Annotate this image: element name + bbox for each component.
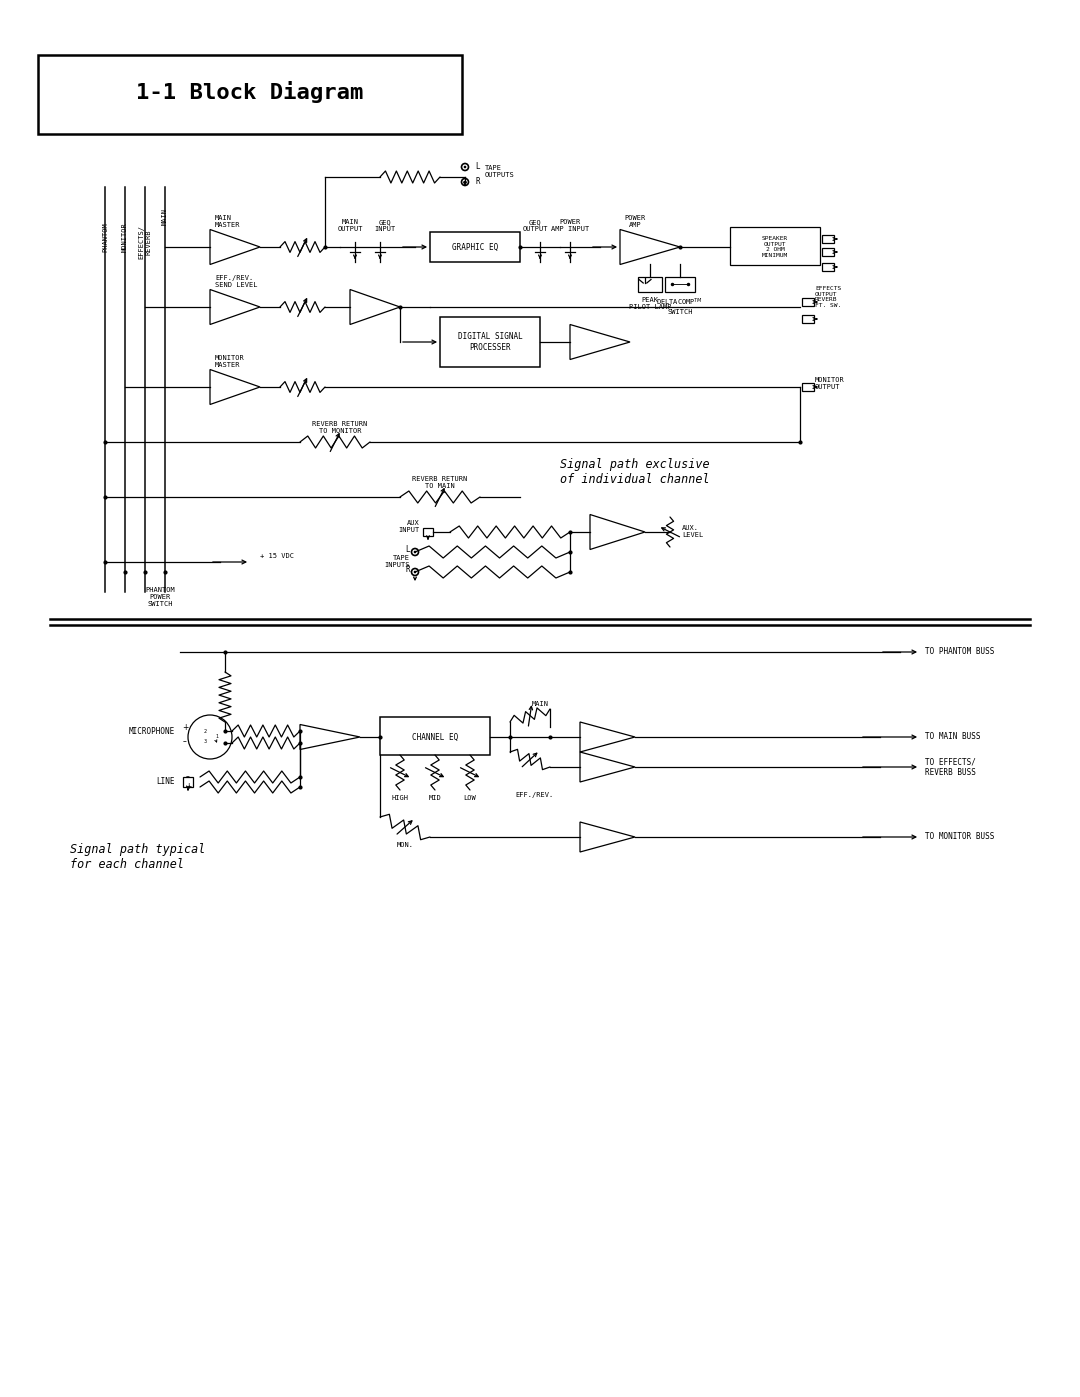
Text: REVERB RETURN
TO MONITOR: REVERB RETURN TO MONITOR: [312, 420, 367, 434]
Text: L: L: [405, 545, 410, 555]
Text: –: –: [186, 773, 190, 781]
Bar: [665, 277, 696, 292]
Text: MICROPHONE: MICROPHONE: [129, 728, 175, 736]
Text: + 15 VDC: + 15 VDC: [260, 553, 294, 559]
Circle shape: [414, 550, 416, 553]
Bar: [822, 249, 834, 256]
Circle shape: [411, 549, 419, 556]
Text: EFFECTS/
REVERB: EFFECTS/ REVERB: [138, 225, 151, 258]
Text: TO MAIN BUSS: TO MAIN BUSS: [924, 732, 981, 742]
Bar: [822, 263, 834, 271]
Text: 1: 1: [215, 735, 218, 739]
Text: +: +: [181, 724, 188, 732]
Text: R: R: [405, 566, 410, 574]
Text: TO MONITOR BUSS: TO MONITOR BUSS: [924, 833, 995, 841]
Text: HIGH: HIGH: [391, 795, 408, 800]
Circle shape: [461, 179, 469, 186]
Bar: [430, 232, 519, 263]
Text: L: L: [475, 162, 480, 172]
Text: Signal path exclusive
of individual channel: Signal path exclusive of individual chan…: [561, 458, 710, 486]
Bar: [802, 383, 814, 391]
Circle shape: [461, 163, 469, 170]
Text: REVERB RETURN
TO MAIN: REVERB RETURN TO MAIN: [413, 476, 468, 489]
Text: AUX.
LEVEL: AUX. LEVEL: [681, 525, 703, 538]
Text: Signal path typical
for each channel: Signal path typical for each channel: [70, 842, 205, 870]
Circle shape: [414, 570, 416, 573]
Bar: [440, 317, 540, 367]
Text: POWER
AMP INPUT: POWER AMP INPUT: [551, 219, 589, 232]
Text: LOW: LOW: [463, 795, 476, 800]
Bar: [822, 235, 834, 243]
Text: EFF./REV.
SEND LEVEL: EFF./REV. SEND LEVEL: [215, 275, 257, 288]
Circle shape: [463, 166, 467, 168]
Text: MAIN: MAIN: [531, 701, 549, 707]
Text: EFFECTS
OUTPUT
REVERB
FT. SW.: EFFECTS OUTPUT REVERB FT. SW.: [815, 286, 841, 307]
FancyBboxPatch shape: [38, 54, 462, 134]
Text: GEQ
INPUT: GEQ INPUT: [375, 219, 395, 232]
Text: MON.: MON.: [396, 842, 414, 848]
Text: TO PHANTOM BUSS: TO PHANTOM BUSS: [924, 647, 995, 657]
Text: DELTACOMP$^{TM}$
SWITCH: DELTACOMP$^{TM}$ SWITCH: [657, 298, 703, 316]
Bar: [730, 226, 820, 265]
Text: PHANTOM
POWER
SWITCH: PHANTOM POWER SWITCH: [145, 587, 175, 608]
Text: MAIN
MASTER: MAIN MASTER: [215, 215, 241, 228]
Bar: [802, 298, 814, 306]
Bar: [638, 277, 662, 292]
Text: MONITOR
OUTPUT: MONITOR OUTPUT: [815, 377, 845, 391]
Text: TO EFFECTS/
REVERB BUSS: TO EFFECTS/ REVERB BUSS: [924, 757, 976, 777]
Text: POWER
AMP: POWER AMP: [624, 215, 646, 228]
Bar: [183, 777, 193, 787]
Text: –: –: [184, 738, 187, 746]
Text: R: R: [475, 177, 480, 187]
Circle shape: [463, 180, 467, 183]
Bar: [802, 314, 814, 323]
Bar: [423, 528, 433, 536]
Text: GRAPHIC EQ: GRAPHIC EQ: [451, 243, 498, 251]
Text: MONITOR
MASTER: MONITOR MASTER: [215, 355, 245, 367]
Text: GEQ
OUTPUT: GEQ OUTPUT: [523, 219, 548, 232]
Text: PHANTOM: PHANTOM: [102, 222, 108, 251]
Text: CHANNEL EQ: CHANNEL EQ: [411, 732, 458, 742]
Text: TAPE
OUTPUTS: TAPE OUTPUTS: [485, 165, 515, 179]
Text: DIGITAL SIGNAL
PROCESSER: DIGITAL SIGNAL PROCESSER: [458, 332, 523, 352]
Text: MID: MID: [429, 795, 442, 800]
Text: TAPE
INPUTS: TAPE INPUTS: [384, 556, 410, 569]
Text: 1-1 Block Diagram: 1-1 Block Diagram: [136, 81, 364, 103]
Text: MAIN
OUTPUT: MAIN OUTPUT: [337, 219, 363, 232]
Text: EFF./REV.: EFF./REV.: [516, 792, 554, 798]
Text: AUX
INPUT: AUX INPUT: [399, 521, 420, 534]
Text: 2: 2: [203, 729, 206, 735]
Text: SPEAKER
OUTPUT
2 OHM
MINIMUM: SPEAKER OUTPUT 2 OHM MINIMUM: [761, 236, 788, 257]
Text: PEAK
PILOT LAMP: PEAK PILOT LAMP: [629, 298, 672, 310]
Circle shape: [411, 569, 419, 576]
Text: MAIN: MAIN: [162, 208, 168, 225]
Text: MONITOR: MONITOR: [122, 222, 129, 251]
Bar: [380, 717, 490, 754]
Text: 3: 3: [203, 739, 206, 745]
Text: LINE: LINE: [157, 778, 175, 787]
Text: +: +: [185, 782, 191, 792]
